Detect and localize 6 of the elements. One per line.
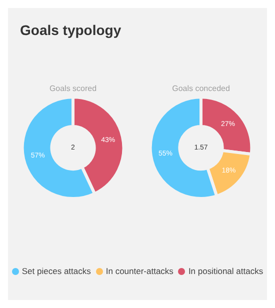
chart-title: Goals conceded — [172, 84, 230, 94]
chart-title: Goals scored — [49, 84, 97, 94]
legend-label: Set pieces attacks — [22, 266, 91, 276]
legend-label: In counter-attacks — [106, 266, 174, 276]
legend-label: In positional attacks — [188, 266, 264, 276]
text: Goals typology — [19, 21, 122, 38]
